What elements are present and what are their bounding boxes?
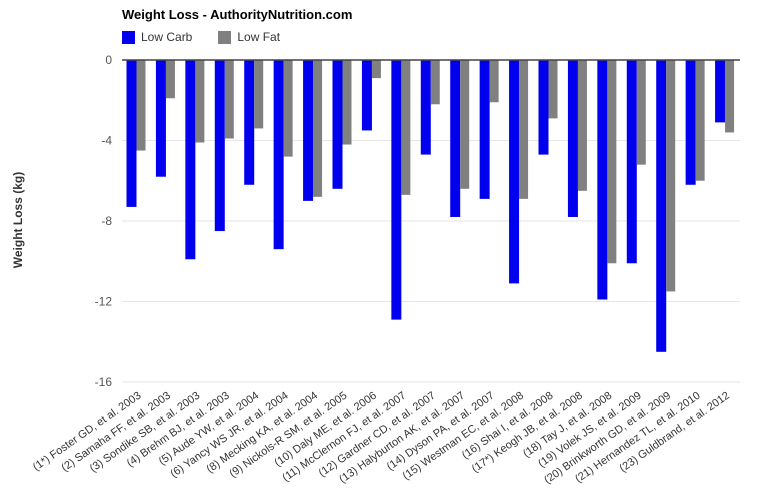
legend-item-low-carb: Low Carb	[122, 30, 192, 44]
bar-low-carb	[420, 60, 431, 155]
legend: Low Carb Low Fat	[122, 30, 306, 44]
bar-low-fat	[401, 60, 411, 195]
bar-low-fat	[519, 60, 529, 199]
bar-low-carb	[273, 60, 284, 250]
bar-low-carb	[391, 60, 402, 320]
bar-low-fat	[577, 60, 587, 191]
bar-low-fat	[666, 60, 676, 292]
bar-low-carb	[715, 60, 726, 123]
bar-low-carb	[185, 60, 196, 260]
bar-low-carb	[509, 60, 520, 284]
bar-low-fat	[136, 60, 146, 151]
bar-low-carb	[303, 60, 314, 201]
bar-low-fat	[254, 60, 264, 129]
bar-low-fat	[607, 60, 617, 264]
bar-low-carb	[567, 60, 578, 217]
bar-low-fat	[195, 60, 205, 143]
bar-low-fat	[725, 60, 735, 133]
bar-low-fat	[283, 60, 293, 157]
bar-low-fat	[695, 60, 705, 181]
chart-title: Weight Loss - AuthorityNutrition.com	[122, 7, 353, 22]
legend-label-low-fat: Low Fat	[237, 30, 281, 44]
legend-item-low-fat: Low Fat	[218, 30, 280, 44]
bar-low-fat	[342, 60, 352, 145]
bar-low-carb	[332, 60, 343, 189]
bar-low-fat	[489, 60, 499, 103]
bar-low-carb	[656, 60, 667, 352]
y-axis-tick-label: -8	[101, 214, 112, 228]
y-axis-tick-label: -16	[95, 375, 113, 389]
low-carb-swatch-icon	[122, 30, 135, 44]
bar-low-fat	[313, 60, 323, 197]
bar-low-carb	[244, 60, 255, 185]
y-axis-tick-label: 0	[105, 53, 112, 67]
bar-low-carb	[126, 60, 137, 207]
y-axis-tick-label: -12	[95, 295, 113, 309]
bar-low-carb	[361, 60, 372, 131]
y-axis-tick-label: -4	[101, 134, 112, 148]
bar-low-carb	[479, 60, 490, 199]
bar-low-fat	[430, 60, 440, 105]
bar-low-fat	[224, 60, 234, 139]
legend-label-low-carb: Low Carb	[141, 30, 193, 44]
bar-low-carb	[450, 60, 461, 217]
bar-low-fat	[548, 60, 558, 119]
bar-low-fat	[636, 60, 646, 165]
bar-low-carb	[685, 60, 696, 185]
bar-low-carb	[626, 60, 637, 264]
bar-low-fat	[165, 60, 175, 99]
bar-low-carb	[538, 60, 549, 155]
bar-low-fat	[371, 60, 381, 79]
bar-low-fat	[460, 60, 470, 189]
bar-low-carb	[155, 60, 166, 177]
bar-low-carb	[597, 60, 608, 300]
bar-low-carb	[214, 60, 225, 232]
low-fat-swatch-icon	[218, 30, 232, 44]
